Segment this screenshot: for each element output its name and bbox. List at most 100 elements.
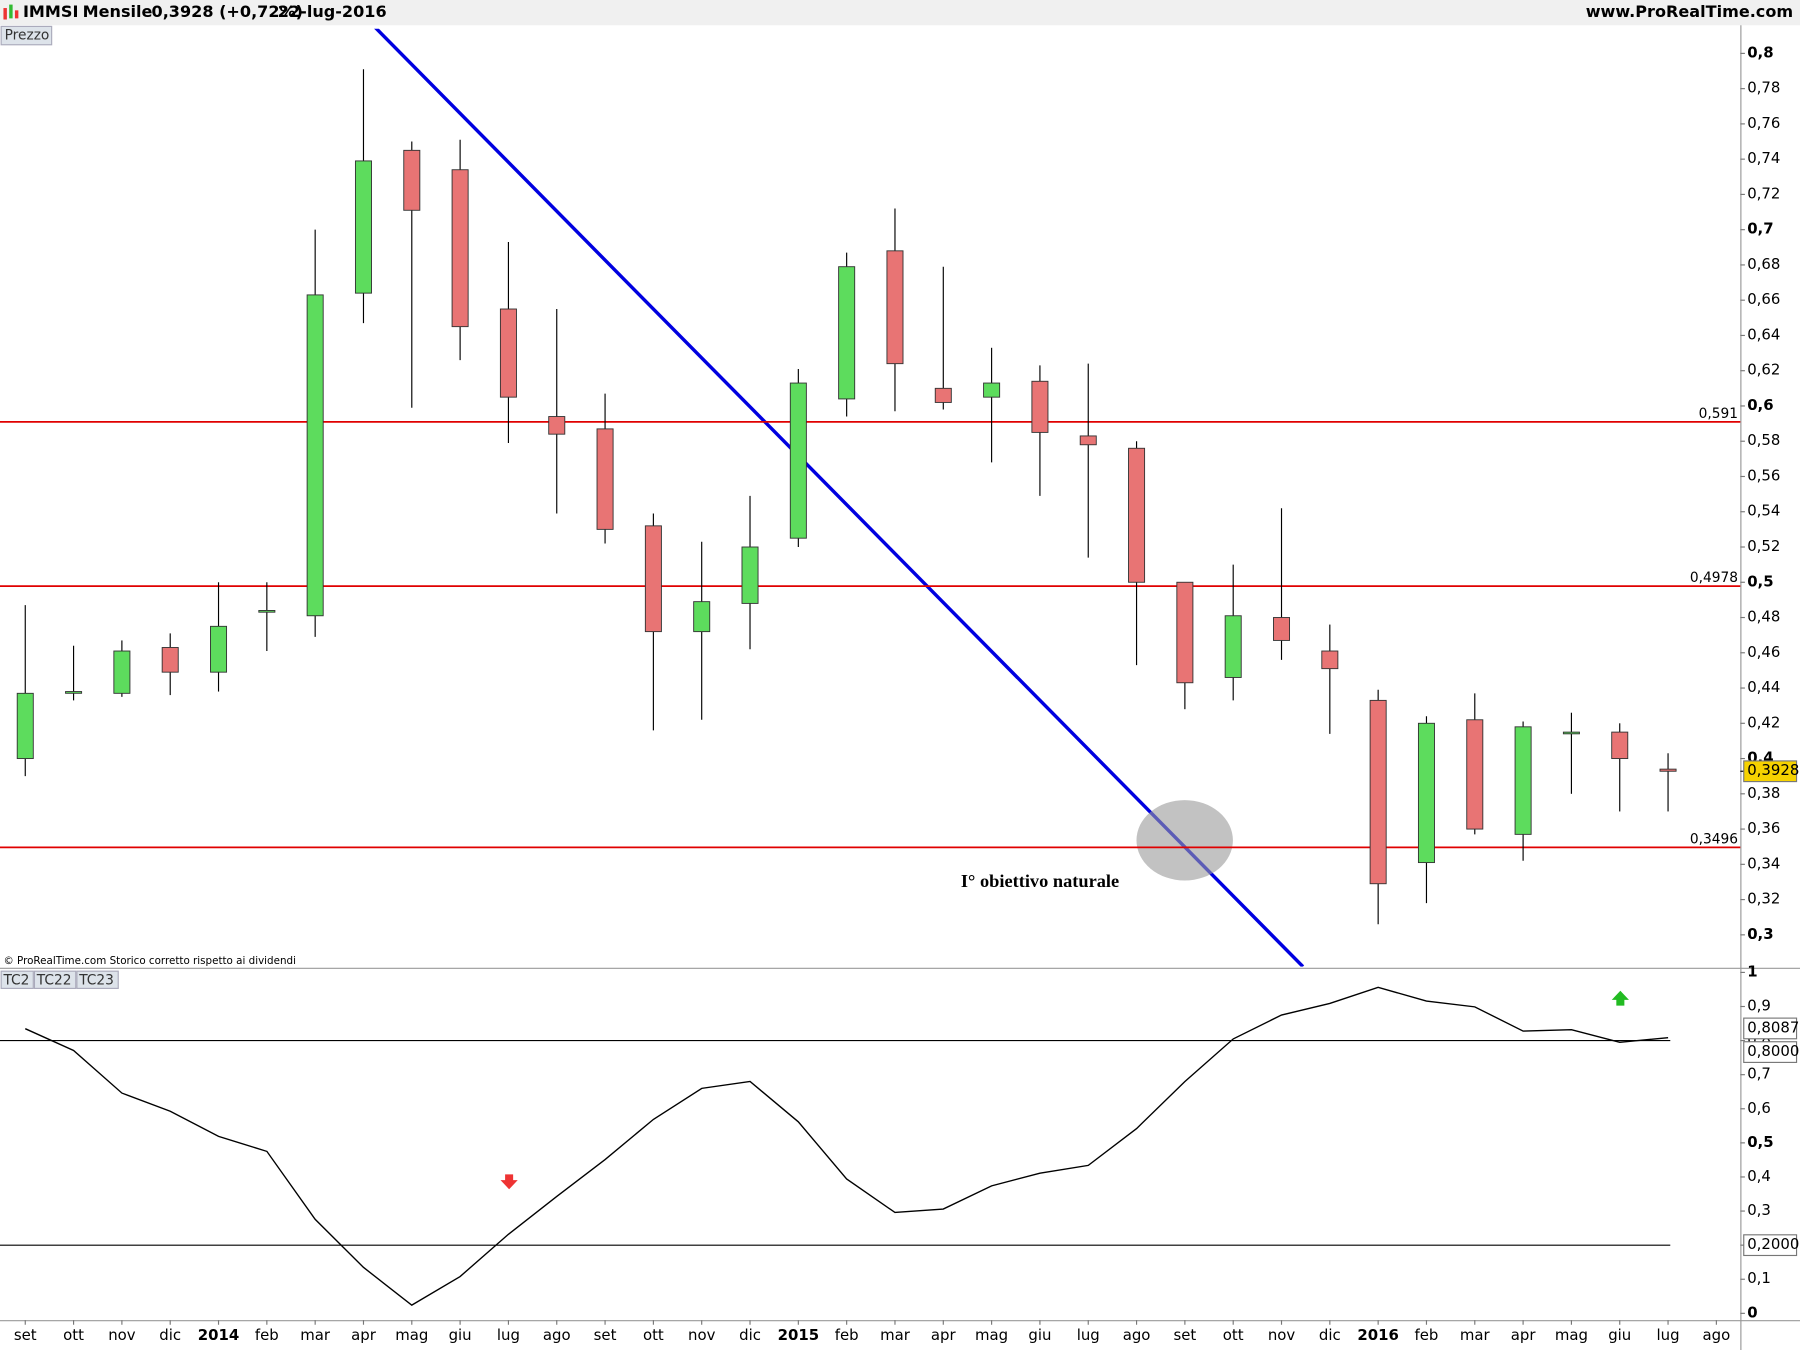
x-tick-label: 2015: [778, 1326, 820, 1344]
x-tick-label: mag: [1555, 1326, 1588, 1344]
panel-label: TC2: [2, 972, 29, 988]
candle-body: [1611, 731, 1629, 760]
y-tick-label: 0,64: [1747, 325, 1780, 343]
y-tick-label: 0,74: [1747, 149, 1780, 167]
x-tick-label: lug: [1657, 1326, 1680, 1344]
y-tick-label: 0,48: [1747, 608, 1780, 626]
y-tick-label: 0,76: [1747, 114, 1780, 132]
candle-body: [161, 647, 179, 673]
x-tick-label: mar: [880, 1326, 911, 1344]
y-tick-label: 0,36: [1747, 819, 1780, 837]
y-tick-label: 0,72: [1747, 184, 1780, 202]
quote: 0,3928 (+0,72%): [152, 2, 303, 21]
candle-body: [644, 525, 662, 633]
x-tick-label: 2014: [198, 1326, 240, 1344]
y-tick-label: 0,52: [1747, 537, 1780, 555]
candle-body: [258, 610, 276, 613]
x-tick-label: dic: [739, 1326, 761, 1344]
y-tick-label: 0,1: [1747, 1269, 1771, 1287]
panel-label: Prezzo: [5, 28, 50, 44]
candle-body: [741, 546, 759, 604]
x-tick-label: apr: [931, 1326, 957, 1344]
value-box: [1743, 760, 1798, 783]
y-tick-label: 0,8: [1747, 43, 1773, 61]
x-tick-label: ott: [643, 1326, 664, 1344]
y-tick-label: 0,6: [1747, 1099, 1771, 1117]
y-tick-label: 0,9: [1747, 997, 1771, 1015]
x-tick-label: ago: [1123, 1326, 1151, 1344]
buy-arrow: [1611, 990, 1629, 1006]
candle-body: [354, 160, 372, 294]
target-zone: [1136, 800, 1233, 881]
candle-body: [1031, 380, 1049, 433]
x-tick-label: ago: [1703, 1326, 1731, 1344]
candle-body: [693, 601, 711, 633]
candle-body: [16, 692, 34, 760]
y-tick-label: 0,66: [1747, 290, 1780, 308]
candle-body: [113, 650, 131, 694]
support-label: 0,591: [1699, 406, 1738, 422]
candle-body: [838, 266, 856, 400]
indicator-line: [24, 986, 1669, 1306]
candle-body: [1562, 731, 1580, 735]
candle-body: [499, 308, 517, 398]
x-tick-label: 2016: [1357, 1326, 1399, 1344]
y-tick-label: 0,7: [1747, 1065, 1771, 1083]
y-tick-label: 0,34: [1747, 854, 1780, 872]
y-tick-label: 0,62: [1747, 361, 1780, 379]
panel-tab[interactable]: [0, 25, 53, 46]
symbol: IMMSI: [23, 2, 79, 21]
candle-body: [1079, 435, 1097, 446]
value-label: 0,8087: [1747, 1018, 1799, 1036]
value-label: 0,3928: [1747, 761, 1799, 779]
header-bar: [0, 0, 1800, 26]
value-label: 0,2000: [1747, 1235, 1799, 1253]
y-tick-label: 0,42: [1747, 713, 1780, 731]
value-box: [1743, 1234, 1798, 1257]
x-tick-label: feb: [255, 1326, 279, 1344]
candle-body: [1466, 719, 1484, 830]
panel-tab[interactable]: [33, 970, 77, 989]
y-tick-label: 0,5: [1747, 572, 1773, 590]
value-label: 0,8000: [1747, 1042, 1799, 1060]
panel-tab[interactable]: [76, 970, 119, 989]
y-tick-label: 0,56: [1747, 466, 1780, 484]
candle-body: [306, 294, 324, 617]
x-tick-label: set: [594, 1326, 617, 1344]
candle-body: [934, 387, 952, 403]
x-tick-label: giu: [1608, 1326, 1631, 1344]
candle-body: [1369, 699, 1387, 885]
support-label: 0,4978: [1690, 570, 1738, 586]
candle-body: [65, 691, 83, 694]
panel-tab[interactable]: [0, 970, 34, 989]
candle-body: [1128, 447, 1146, 583]
y-tick-label: 0,68: [1747, 255, 1780, 273]
x-tick-label: set: [14, 1326, 37, 1344]
candle-body: [886, 250, 904, 365]
annotation: I° obiettivo naturale: [961, 871, 1119, 891]
y-tick-label: 0,5: [1747, 1133, 1773, 1151]
panel-label: TC22: [36, 972, 72, 988]
candle-body: [596, 428, 614, 530]
y-tick-label: 0,7: [1747, 220, 1773, 238]
support-label: 0,3496: [1690, 831, 1738, 847]
logo: [3, 4, 19, 20]
x-tick-label: apr: [351, 1326, 377, 1344]
candle-body: [1417, 722, 1435, 864]
y-tick-label: 0,58: [1747, 431, 1780, 449]
candle-body: [451, 169, 469, 328]
candle-body: [1224, 615, 1242, 678]
y-tick-label: 0,38: [1747, 784, 1780, 802]
y-tick-label: 0,3: [1747, 1201, 1771, 1219]
period: Mensile: [83, 2, 153, 21]
candle-body: [1321, 650, 1339, 670]
x-tick-label: mar: [300, 1326, 331, 1344]
x-tick-label: lug: [1077, 1326, 1100, 1344]
x-tick-label: mag: [395, 1326, 428, 1344]
x-tick-label: giu: [449, 1326, 472, 1344]
x-tick-label: nov: [1268, 1326, 1296, 1344]
y-tick-label: 0: [1747, 1303, 1757, 1321]
x-tick-label: dic: [159, 1326, 181, 1344]
date: 22-lug-2016: [278, 2, 387, 21]
